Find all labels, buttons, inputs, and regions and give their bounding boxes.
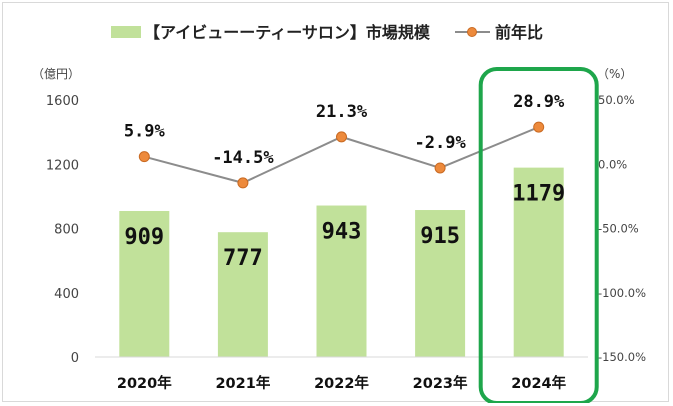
chart-svg: 【アイビューーティーサロン】市場規模 前年比 （億円） （%） 0 400 800 1… <box>32 23 646 403</box>
category-labels: 2020年 2021年 2022年 2023年 2024年 <box>117 374 567 392</box>
left-axis-ticks: 0 400 800 1200 1600 <box>46 94 79 366</box>
bar-2023年 <box>415 210 466 357</box>
right-tick-label: -50.0% <box>598 222 639 236</box>
right-tick-label: 50.0% <box>598 93 635 107</box>
bar-2024年 <box>513 167 564 357</box>
yoy-value-label: 28.9% <box>513 92 565 112</box>
legend-bar-label: 【アイビューーティーサロン】市場規模 <box>144 23 431 42</box>
yoy-point-2022年 <box>336 131 347 143</box>
legend-line-label: 前年比 <box>495 23 543 42</box>
category-label: 2024年 <box>511 374 566 392</box>
bar-2021年 <box>217 232 268 357</box>
yoy-value-label: 21.3% <box>316 102 368 122</box>
yoy-point-2023年 <box>434 162 446 174</box>
chart-area: 【アイビューーティーサロン】市場規模 前年比 （億円） （%） 0 400 800 1… <box>2 2 669 403</box>
bar-value-label: 943 <box>322 220 362 245</box>
category-label: 2021年 <box>215 374 270 392</box>
yoy-point-2020年 <box>138 151 150 163</box>
bar-data-labels: 909 777 943 915 1179 <box>124 182 565 272</box>
left-tick-label: 400 <box>54 287 79 302</box>
yoy-value-label: 5.9% <box>124 122 166 142</box>
legend-line-marker <box>467 27 477 37</box>
right-tick-label: -150.0% <box>598 350 646 364</box>
category-label: 2020年 <box>117 374 172 392</box>
legend-bar-swatch <box>111 26 141 38</box>
left-axis-unit: （億円） <box>32 67 80 81</box>
yoy-point-2024年 <box>533 121 545 133</box>
right-axis-unit: （%） <box>597 67 632 81</box>
bar-value-label: 915 <box>420 224 460 249</box>
highlight-box-2024 <box>478 67 599 403</box>
left-tick-label: 800 <box>54 223 79 238</box>
yoy-value-label: -14.5% <box>212 148 274 168</box>
category-label: 2023年 <box>413 374 468 392</box>
bar-series <box>119 167 564 357</box>
line-data-labels: 5.9% -14.5% 21.3% -2.9% 28.9% <box>124 92 565 168</box>
left-tick-label: 1200 <box>46 158 79 173</box>
bar-value-label: 777 <box>223 246 263 271</box>
yoy-point-2021年 <box>237 177 249 189</box>
yoy-value-label: -2.9% <box>415 133 467 153</box>
category-label: 2022年 <box>314 374 369 392</box>
bar-value-label: 1179 <box>512 182 565 207</box>
bar-2020年 <box>119 210 170 357</box>
right-tick-label: 0.0% <box>598 157 627 171</box>
right-tick-label: -100.0% <box>598 286 646 300</box>
left-tick-label: 1600 <box>46 94 79 109</box>
left-tick-label: 0 <box>71 351 79 366</box>
bar-2022年 <box>316 205 367 357</box>
legend: 【アイビューーティーサロン】市場規模 前年比 <box>111 23 543 42</box>
right-axis-ticks: -150.0% -100.0% -50.0% 0.0% 50.0% <box>598 93 646 364</box>
bar-value-label: 909 <box>124 225 164 250</box>
line-series <box>138 121 545 189</box>
